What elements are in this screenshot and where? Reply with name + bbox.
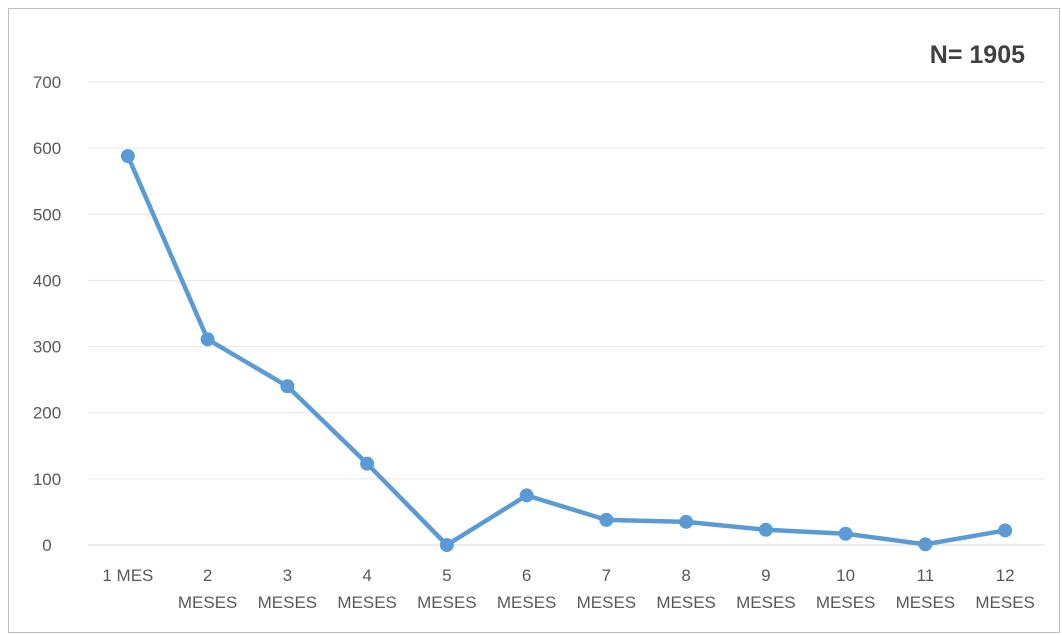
x-tick-label: 10 MESES xyxy=(816,566,876,612)
y-tick-label: 600 xyxy=(33,139,61,158)
gridlines xyxy=(88,81,1045,546)
data-point xyxy=(838,526,853,541)
x-tick-label: 6 MESES xyxy=(497,566,557,612)
data-point xyxy=(519,488,534,503)
data-point xyxy=(200,332,215,347)
x-tick-label: 3 MESES xyxy=(258,566,318,612)
x-tick-label: 4 MESES xyxy=(337,566,397,612)
data-point xyxy=(280,379,295,394)
y-tick-label: 0 xyxy=(42,536,51,555)
sample-size-annotation: N= 1905 xyxy=(930,41,1025,69)
x-tick-label: 12 MESES xyxy=(975,566,1035,612)
x-tick-label: 1 MES xyxy=(102,566,153,585)
series-line xyxy=(125,153,1008,548)
data-point xyxy=(679,514,694,529)
y-tick-label: 300 xyxy=(33,338,61,357)
data-point xyxy=(918,537,933,552)
y-tick-label: 700 xyxy=(33,73,61,92)
x-tick-label: 5 MESES xyxy=(417,566,477,612)
data-point xyxy=(439,538,454,552)
y-tick-label: 100 xyxy=(33,470,61,489)
data-point xyxy=(360,456,375,471)
x-tick-label: 7 MESES xyxy=(577,566,637,612)
x-tick-label: 11 MESES xyxy=(896,566,956,612)
y-tick-label: 500 xyxy=(33,205,61,224)
data-point xyxy=(758,522,773,537)
y-axis-ticks: 0 100 200 300 400 500 600 700 xyxy=(33,73,61,555)
chart-frame xyxy=(8,8,1060,633)
x-tick-label: 9 MESES xyxy=(736,566,796,612)
x-axis-ticks: 1 MES 2 MESES 3 MESES 4 MESES 5 MESES 6 MESES 7 MESE… xyxy=(102,566,1035,612)
data-point xyxy=(599,512,614,527)
series-layer xyxy=(120,149,1013,552)
data-point xyxy=(998,523,1013,538)
y-tick-label: 400 xyxy=(33,271,61,290)
x-tick-label: 2 MESES xyxy=(178,566,238,612)
data-point xyxy=(120,149,135,164)
x-tick-label: 8 MESES xyxy=(656,566,716,612)
y-tick-label: 200 xyxy=(33,404,61,423)
